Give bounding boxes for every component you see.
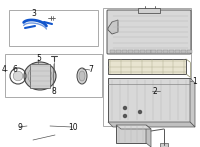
Bar <box>108 59 186 74</box>
Text: 3: 3 <box>32 9 36 19</box>
Circle shape <box>124 106 127 110</box>
FancyBboxPatch shape <box>107 10 191 54</box>
Text: 9: 9 <box>18 123 22 132</box>
Bar <box>5 54 102 97</box>
Bar <box>163 50 168 53</box>
Bar <box>138 8 160 13</box>
Circle shape <box>124 115 127 117</box>
Polygon shape <box>108 122 195 127</box>
Polygon shape <box>108 20 118 34</box>
Bar <box>9 10 98 46</box>
Circle shape <box>138 111 142 113</box>
Bar <box>110 50 115 53</box>
Bar <box>157 50 162 53</box>
Bar <box>181 50 186 53</box>
Polygon shape <box>116 125 151 129</box>
Ellipse shape <box>79 71 85 81</box>
Bar <box>108 78 190 122</box>
Bar <box>30 64 50 88</box>
Ellipse shape <box>24 62 56 90</box>
Bar <box>122 50 127 53</box>
Text: 2: 2 <box>153 87 157 96</box>
Bar <box>146 50 151 53</box>
Text: 6: 6 <box>13 65 17 74</box>
Polygon shape <box>190 78 195 127</box>
Bar <box>116 125 146 143</box>
Text: 4: 4 <box>2 65 6 74</box>
Bar <box>134 50 139 53</box>
Bar <box>175 50 180 53</box>
Ellipse shape <box>77 68 87 84</box>
Bar <box>169 50 174 53</box>
Bar <box>151 50 156 53</box>
Circle shape <box>13 71 23 81</box>
Bar <box>160 143 168 147</box>
Bar <box>103 8 191 126</box>
Text: 1: 1 <box>193 77 197 86</box>
Polygon shape <box>146 125 151 147</box>
Bar <box>140 50 145 53</box>
Bar <box>128 50 133 53</box>
Bar <box>187 50 192 53</box>
Text: 7: 7 <box>89 65 93 74</box>
Text: 5: 5 <box>37 54 41 63</box>
Text: 10: 10 <box>68 123 78 132</box>
Text: 8: 8 <box>52 87 56 96</box>
Bar <box>116 50 121 53</box>
